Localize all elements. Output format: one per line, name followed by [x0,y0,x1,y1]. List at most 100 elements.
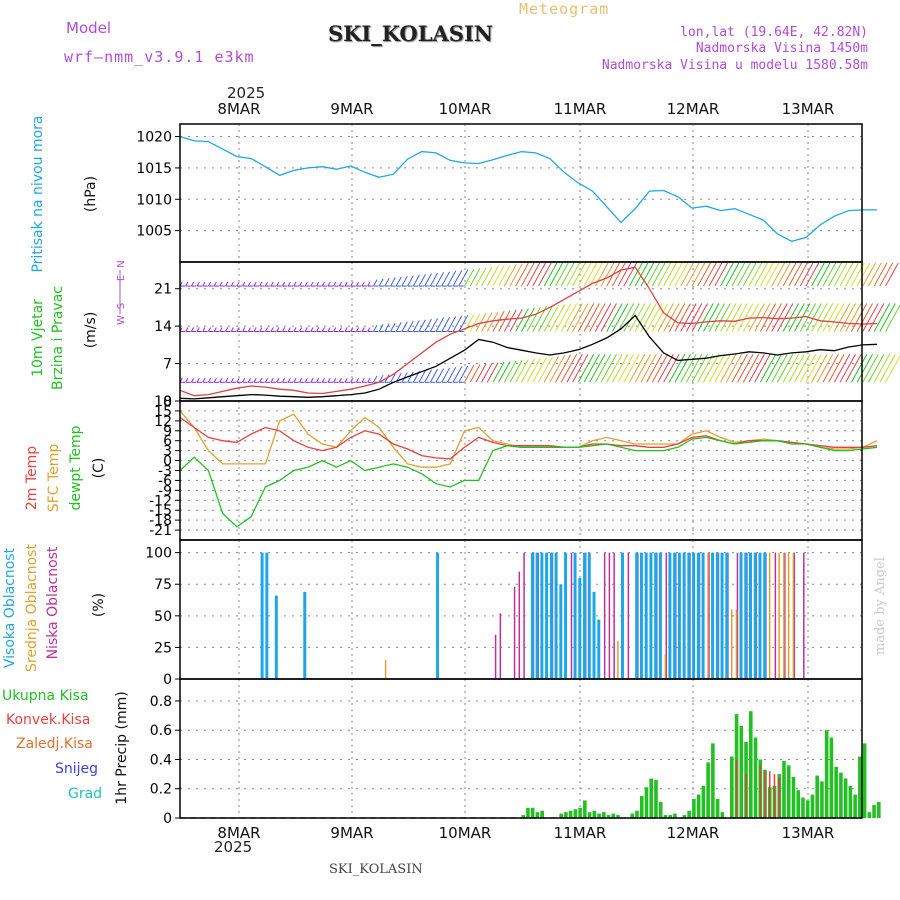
wind-barb [629,262,643,287]
wind-barb [481,363,493,383]
total-precip-bar [568,810,573,818]
wind-barb [532,357,547,383]
wind-barb [708,354,726,383]
wind-barb [225,378,229,383]
x-tick-label-bottom: 12MAR [667,824,720,842]
wind-barb [708,262,723,287]
wind-barb [828,354,845,383]
wind-barb [742,262,757,287]
high-cloud-bar [303,591,307,679]
wind-barb [520,262,535,287]
wind-barb [594,354,612,383]
total-precip-bar [559,813,563,818]
wind-barb [674,303,691,332]
wind-barb [577,262,592,287]
wind-barb [566,262,581,287]
wind-barb [384,278,390,287]
mid-cloud-bar [707,552,709,679]
wind-barb [367,281,371,287]
wind-barb [805,354,822,383]
wind-barb [310,327,314,332]
wind-barb [412,274,420,287]
wind-barb [452,366,463,383]
wind-barb [805,262,820,287]
wind-barb [390,322,396,332]
mid-cloud-bar [735,609,738,679]
high-cloud-bar [696,552,700,679]
wind-barb [378,278,384,287]
mid-cloud-bar [384,660,387,679]
low-cloud-bar [774,552,777,679]
wind-barb [333,378,337,383]
wind-barb [469,313,481,332]
wind-barb [885,354,900,383]
low-cloud-bar [736,552,739,679]
wind-legend-s: S [116,303,127,309]
wind-barb [412,320,420,332]
y-tick-label: 0.6 [150,723,172,739]
wind-barb [856,354,873,383]
wind-barb [333,281,337,287]
high-cloud-bar [701,552,705,679]
wind-barb [367,378,371,383]
wind-barb [350,378,354,383]
wind-barb [617,354,634,383]
x-tick-label-top: 10MAR [439,100,492,118]
wind-barb [418,370,426,383]
wind-barb [845,303,862,332]
wind-barb [299,281,303,287]
high-cloud-bar [436,552,440,679]
wind-barb [572,303,589,332]
wind-barb [441,271,451,287]
wind-barb [833,354,851,383]
high-cloud-bar [639,552,643,679]
model-altitude-info: Nadmorska Visina u modelu 1580.58m [601,58,868,73]
high-cloud-bar [744,552,748,679]
wind-barb [350,281,354,287]
wind-barb [350,327,354,332]
wind-barb [299,378,303,383]
wind-barb [549,355,566,383]
wind-barb [509,308,523,332]
wind-barb [703,262,717,287]
wind-barb [651,354,669,383]
wind-barb [526,306,541,332]
wind-barb [589,303,606,332]
wind-barb [589,354,606,383]
wind-barb [737,354,754,383]
total-precip-bar [867,812,872,818]
wind-barb [816,262,831,287]
panel-frame [179,261,863,402]
high-cloud-bar [549,552,553,679]
total-precip-bar [587,812,592,818]
wind-barb [378,374,384,383]
wind-barb [509,359,523,383]
wind-barb [862,354,879,383]
low-cloud-bar [499,613,502,679]
high-cloud-bar [725,552,729,679]
wind-barb [344,281,348,287]
wind-barb [355,378,360,383]
wind-barb [623,303,640,332]
high-cloud-bar [644,552,648,679]
wind-barb [799,262,814,287]
wind-barb [299,327,303,332]
high-cloud-bar [554,552,558,679]
wind-barb [714,262,728,287]
wind-barb [748,354,765,383]
high-cloud-bar [677,552,681,679]
y-tick-label: 100 [145,546,172,562]
wind-barb [259,281,263,287]
wind-barb [219,378,223,383]
wind-barb [344,327,348,332]
high-cloud-bar [592,591,596,679]
wind-barb [498,361,511,383]
high-cloud-bar [260,552,264,679]
wind-barb [873,303,891,332]
x-tick-label-top: 11MAR [554,100,607,118]
wind-barb [373,324,378,332]
wind-barb [202,281,206,287]
wind-barb [213,378,217,383]
total-precip-bar [862,743,867,818]
total-precip-bar [786,765,791,818]
